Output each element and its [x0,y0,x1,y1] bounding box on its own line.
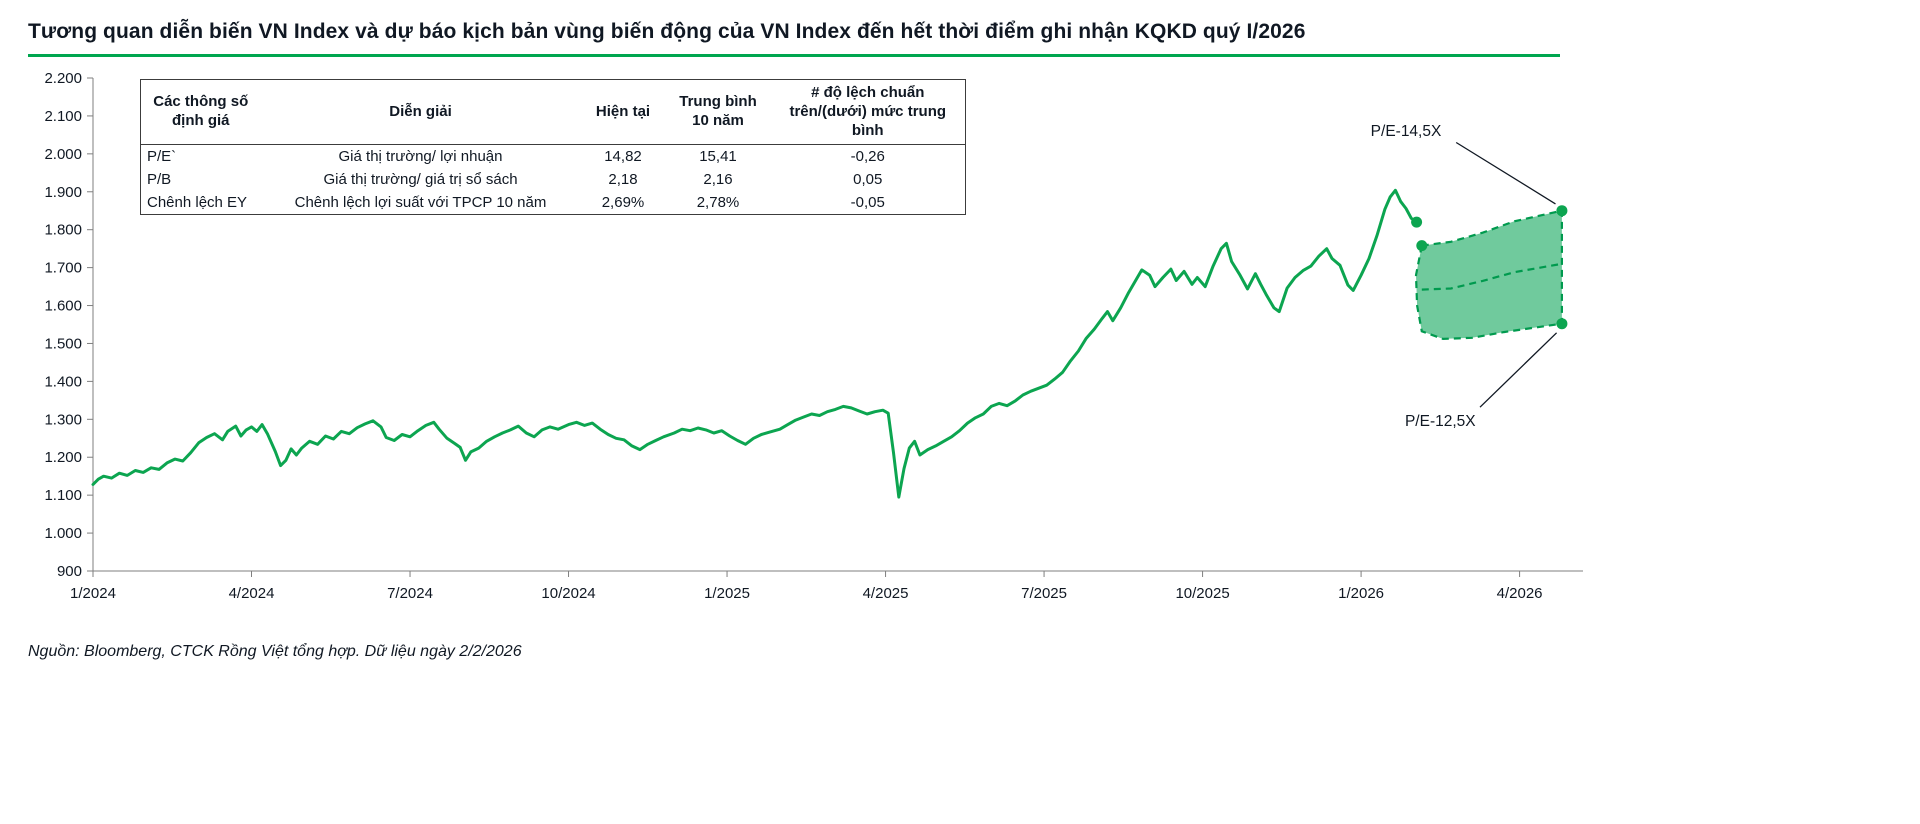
y-tick-label: 1.500 [44,335,82,352]
table-cell: 14,82 [604,148,642,166]
y-tick-label: 1.000 [44,525,82,542]
annotation-label: P/E-12,5X [1405,413,1476,430]
valuation-table-overlay: Các thông số định giá Diễn giải Hiện tại Tr… [140,79,966,216]
y-tick-label: 900 [57,563,82,580]
annotation-line [1479,332,1558,408]
y-tick-label: 1.100 [44,487,82,504]
table-header-cell: Trung bình 10 năm [665,79,771,146]
table-cell: 0,05 [853,171,883,189]
table-header-cell: Hiện tại [580,79,666,146]
table-cell: 2,78% [696,194,740,212]
y-tick-label: 1.900 [44,184,82,201]
table-row: P/B Giá thị trường/ giá trị sổ sách 2,18 2,… [141,168,966,191]
y-tick-label: 1.600 [44,298,82,315]
series-vn-index [91,188,1419,499]
x-tick-label: 10/2025 [1175,585,1229,602]
table-cell: Chênh lệch lợi suất với TPCP 10 năm [294,194,547,212]
y-tick-label: 2.000 [44,146,82,163]
table-cell: 2,69% [601,194,645,212]
x-tick-label: 1/2024 [70,585,116,602]
title-underline [28,54,1560,57]
table-header-cell: Diễn giải [260,79,581,146]
y-tick-label: 1.300 [44,411,82,428]
x-tick-label: 7/2024 [387,585,433,602]
table-row: P/E` Giá thị trường/ lợi nhuận 14,82 15,41 -… [141,145,966,169]
x-tick-label: 7/2025 [1021,585,1067,602]
table-cell: P/B [147,171,172,189]
table-cell: Giá thị trường/ lợi nhuận [338,148,503,166]
table-cell: -0,26 [850,148,885,166]
marker-dot [1556,318,1568,330]
y-tick-label: 1.800 [44,222,82,239]
y-tick-label: 1.400 [44,373,82,390]
table-cell: 2,18 [608,171,638,189]
table-cell: P/E` [147,148,177,166]
marker-dot [1556,205,1568,217]
annotation-line [1455,141,1556,205]
y-tick-label: 2.100 [44,108,82,125]
source-note: Nguồn: Bloomberg, CTCK Rồng Việt tổng hợ… [28,643,522,660]
x-tick-label: 10/2024 [541,585,595,602]
x-tick-label: 1/2025 [704,585,750,602]
table-cell: -0,05 [850,194,885,212]
x-tick-label: 4/2025 [863,585,909,602]
table-header-row: Các thông số định giá Diễn giải Hiện tại Tr… [140,79,966,146]
x-tick-label: 4/2024 [229,585,275,602]
table-cell: 15,41 [699,148,737,166]
x-tick-label: 4/2026 [1497,585,1543,602]
vnindex-line-chart: 900 1.000 1.100 1.200 1.300 1.400 1.500 1.600 1.… [44,70,1583,602]
table-cell: Giá thị trường/ giá trị sổ sách [323,171,518,189]
x-tick-label: 1/2026 [1338,585,1384,602]
marker-dot [1411,216,1423,228]
table-header-cell: # độ lệch chuẩn trên/(dưới) mức trung bì… [770,79,966,146]
forecast-band [1414,209,1564,341]
table-header-cell: Các thông số định giá [140,79,261,146]
table-row: Chênh lệch EY Chênh lệch lợi suất với TPC… [141,191,966,215]
valuation-table: Các thông số định giá Diễn giải Hiện tại Tr… [140,79,966,216]
chart-footer: Nguồn: Bloomberg, CTCK Rồng Việt tổng hợ… [28,643,1892,661]
annotation-label: P/E-14,5X [1371,123,1442,140]
page-title: Tương quan diễn biến VN Index và dự báo … [28,20,1306,43]
chart-header: Tương quan diễn biến VN Index và dự báo … [28,20,1892,57]
y-tick-label: 2.200 [44,70,82,87]
table-cell: Chênh lệch EY [147,194,248,212]
marker-dot [1416,240,1428,252]
y-tick-label: 1.700 [44,260,82,277]
forecast-mid-line [1421,262,1563,291]
report-page: Tương quan diễn biến VN Index và dự báo … [28,20,1892,661]
chart-area: 900 1.000 1.100 1.200 1.300 1.400 1.500 1.600 1.… [28,65,1892,613]
y-tick-label: 1.200 [44,449,82,466]
table-cell: 2,16 [703,171,733,189]
